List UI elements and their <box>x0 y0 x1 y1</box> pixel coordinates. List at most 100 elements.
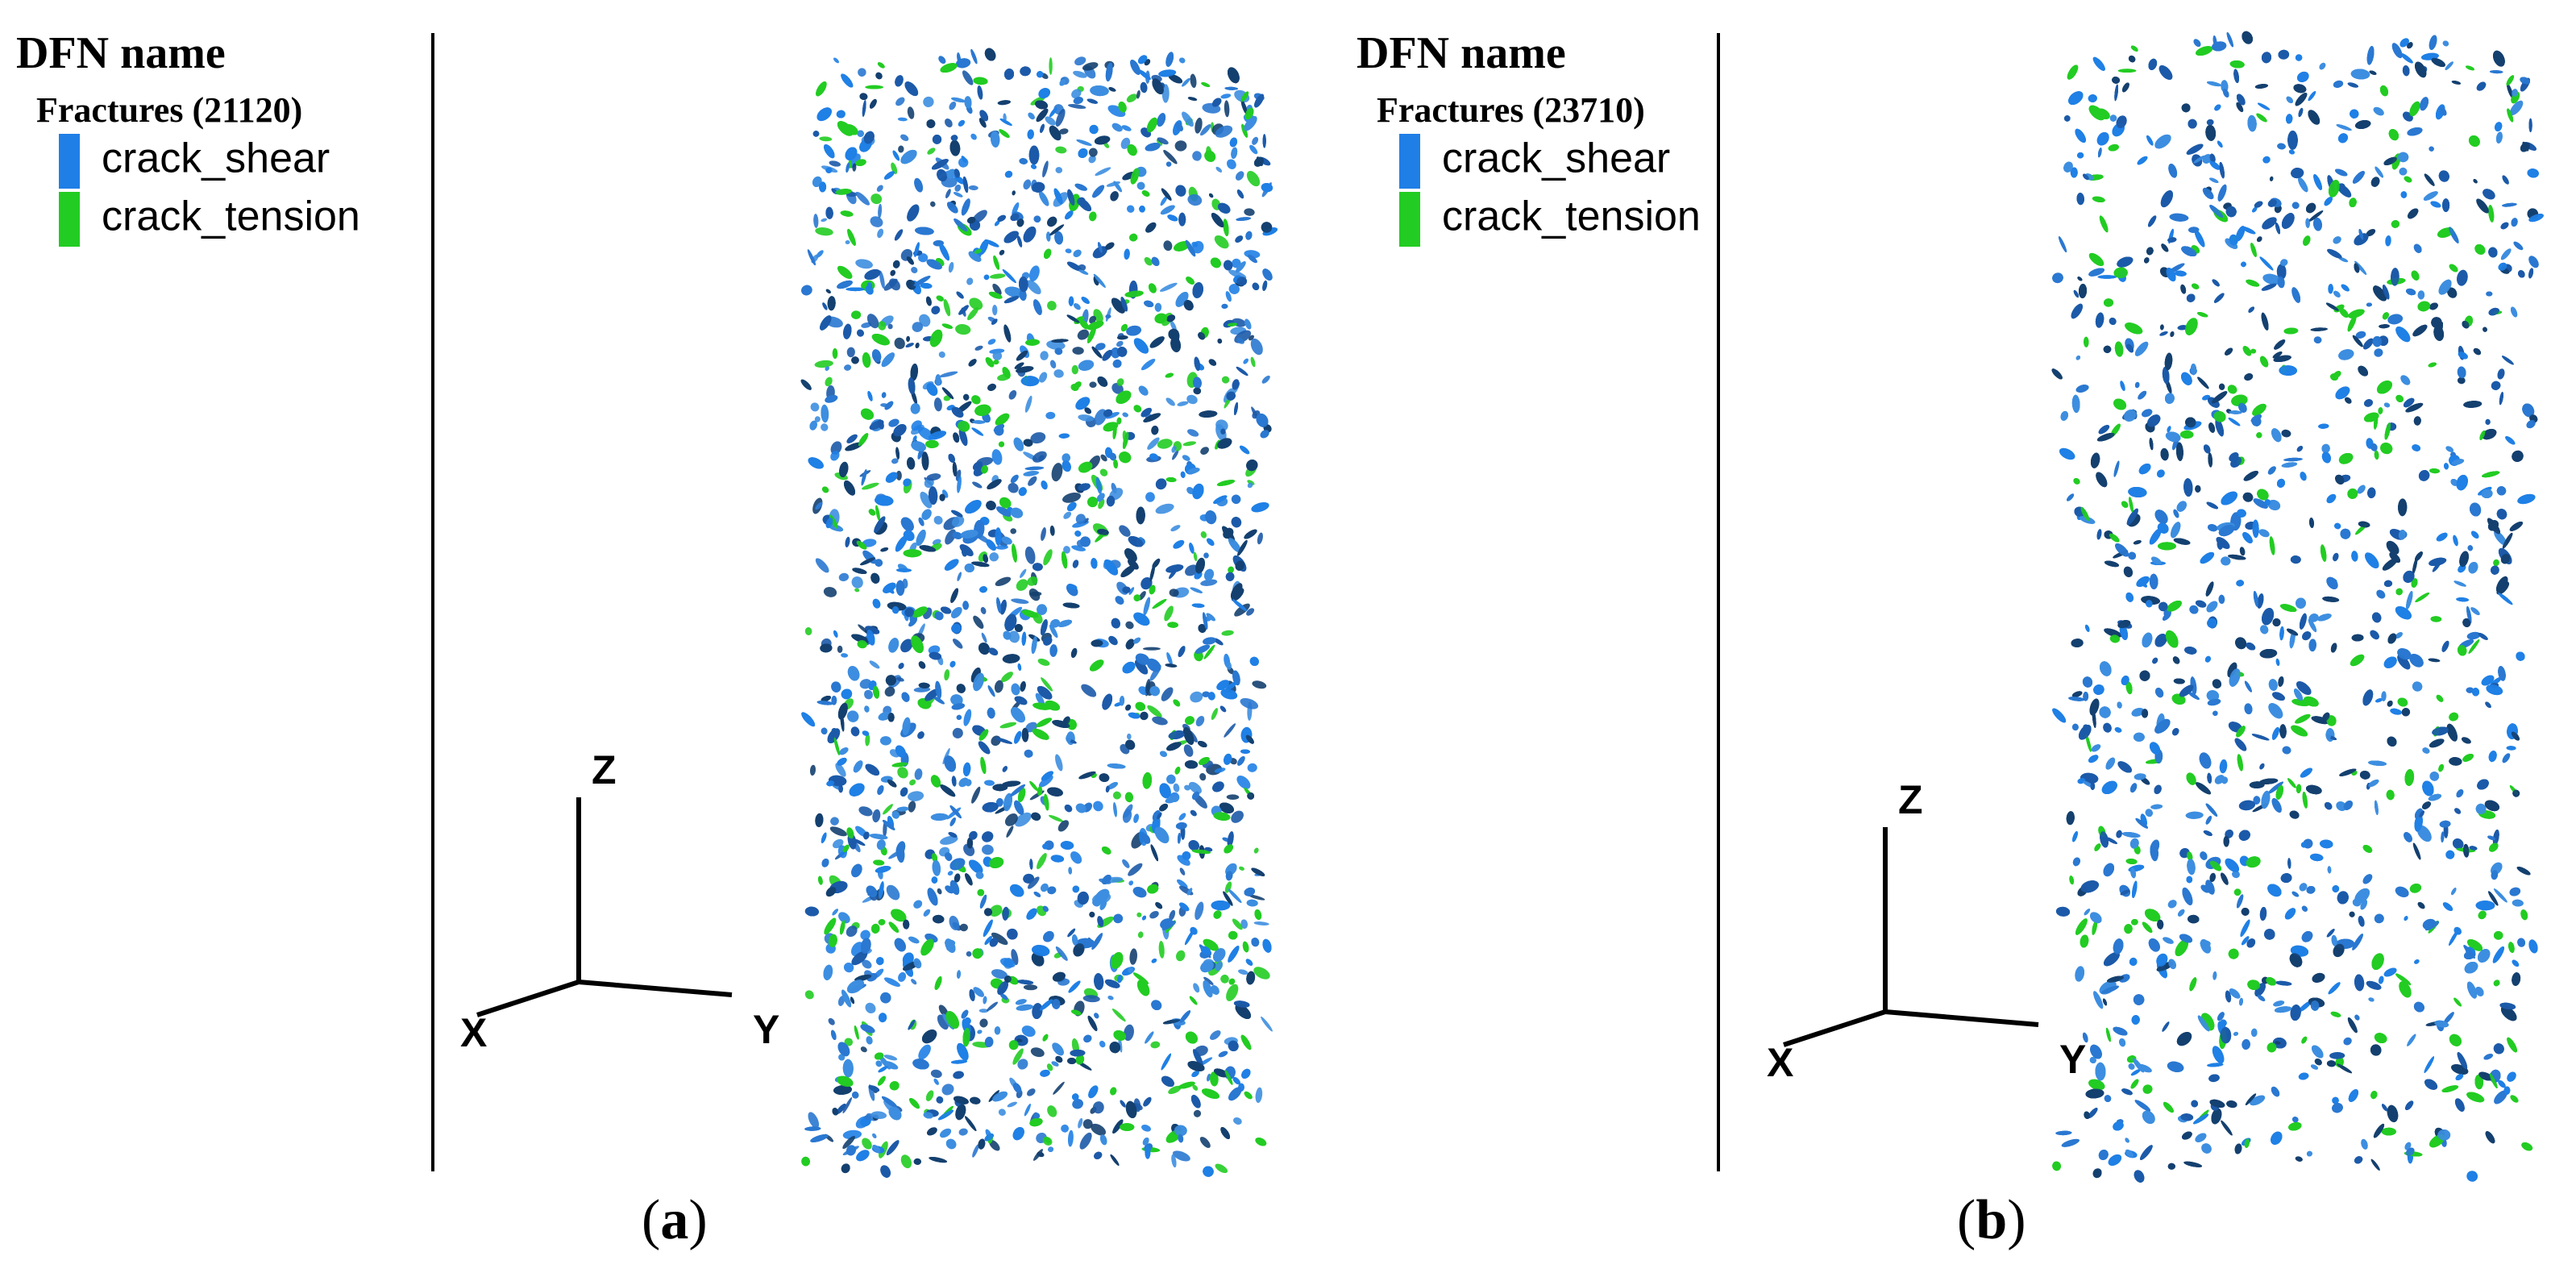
fracture <box>865 85 883 89</box>
fracture <box>983 996 987 1005</box>
fracture <box>1105 411 1120 419</box>
fracture <box>1047 787 1063 797</box>
fracture <box>951 515 965 527</box>
fracture <box>841 653 849 658</box>
fracture <box>1220 94 1232 99</box>
fracture <box>895 97 905 106</box>
fracture <box>1011 707 1025 723</box>
fracture <box>1012 1126 1024 1141</box>
fracture <box>1078 148 1088 159</box>
fracture <box>954 184 962 192</box>
fracture <box>979 586 987 593</box>
fracture <box>984 48 996 61</box>
fracture <box>1066 584 1078 597</box>
fracture <box>1089 911 1095 917</box>
fracture <box>1128 712 1141 719</box>
fracture <box>845 536 850 547</box>
fracture <box>1055 946 1068 961</box>
fracture <box>930 201 936 207</box>
fracture <box>1119 525 1131 537</box>
fracture <box>1021 1025 1036 1038</box>
fracture <box>1165 372 1174 378</box>
fracture <box>1089 211 1097 222</box>
fracture <box>844 1038 854 1046</box>
legend-swatch <box>1399 134 1420 189</box>
fracture <box>952 727 963 738</box>
fracture <box>842 1059 854 1078</box>
fracture <box>1123 804 1133 818</box>
fracture <box>973 615 984 629</box>
fracture <box>1049 57 1053 75</box>
fracture <box>977 888 985 896</box>
fracture <box>1250 338 1263 356</box>
fracture <box>1240 445 1250 455</box>
fracture <box>1029 859 1033 870</box>
fracture <box>880 1165 891 1178</box>
fracture <box>1076 139 1092 146</box>
fracture <box>1236 189 1244 199</box>
fracture <box>1120 137 1131 149</box>
fracture <box>866 1036 873 1045</box>
fracture <box>951 776 957 787</box>
fracture <box>898 971 907 982</box>
fracture <box>1071 364 1079 375</box>
fracture <box>1185 1031 1198 1044</box>
fracture <box>831 1030 837 1041</box>
fracture <box>871 349 882 363</box>
fracture <box>994 680 1003 693</box>
fracture <box>888 638 900 653</box>
fracture <box>1246 899 1258 907</box>
fracture <box>1055 167 1063 173</box>
fracture <box>1027 129 1034 139</box>
fracture <box>851 576 863 589</box>
fracture <box>1064 804 1073 813</box>
fracture <box>846 926 858 938</box>
fracture <box>1133 813 1140 823</box>
fracture <box>1165 663 1178 668</box>
fracture <box>1038 775 1053 788</box>
fracture <box>855 259 873 269</box>
fracture <box>813 214 819 228</box>
fracture <box>1245 959 1253 966</box>
fracture <box>1177 879 1188 889</box>
fracture <box>1099 1040 1106 1048</box>
fracture <box>1152 716 1168 726</box>
fracture <box>1212 781 1224 792</box>
fracture <box>1224 100 1230 118</box>
fracture <box>851 1091 859 1099</box>
fracture <box>1199 1137 1211 1148</box>
fracture <box>900 787 908 797</box>
fracture <box>984 780 995 786</box>
fracture <box>1023 984 1038 991</box>
caption-part: a <box>660 1189 688 1251</box>
fracture <box>1241 1068 1251 1079</box>
fracture <box>1248 894 1265 901</box>
fracture <box>823 964 833 980</box>
fracture <box>870 216 883 227</box>
fracture <box>925 1090 934 1101</box>
fracture <box>972 948 983 959</box>
fracture <box>1116 378 1124 386</box>
fracture <box>1161 84 1170 103</box>
fracture <box>894 337 905 349</box>
fracture <box>1141 1124 1151 1132</box>
fracture <box>1195 715 1205 727</box>
fracture <box>1081 297 1090 304</box>
fracture <box>1236 217 1252 221</box>
fracture <box>1171 445 1177 453</box>
fracture <box>858 433 869 447</box>
fracture <box>1007 1101 1017 1108</box>
fracture <box>1017 980 1034 985</box>
fracture <box>1118 1036 1123 1053</box>
fracture <box>989 1139 1000 1151</box>
fracture <box>1202 1088 1219 1099</box>
fracture <box>969 297 983 310</box>
fracture <box>1201 82 1211 87</box>
fracture <box>937 1109 954 1121</box>
fracture <box>901 692 910 702</box>
fracture <box>1107 996 1114 1000</box>
fracture <box>982 831 994 842</box>
fracture <box>1090 85 1109 97</box>
fracture <box>1028 145 1040 165</box>
fracture <box>1173 699 1181 707</box>
